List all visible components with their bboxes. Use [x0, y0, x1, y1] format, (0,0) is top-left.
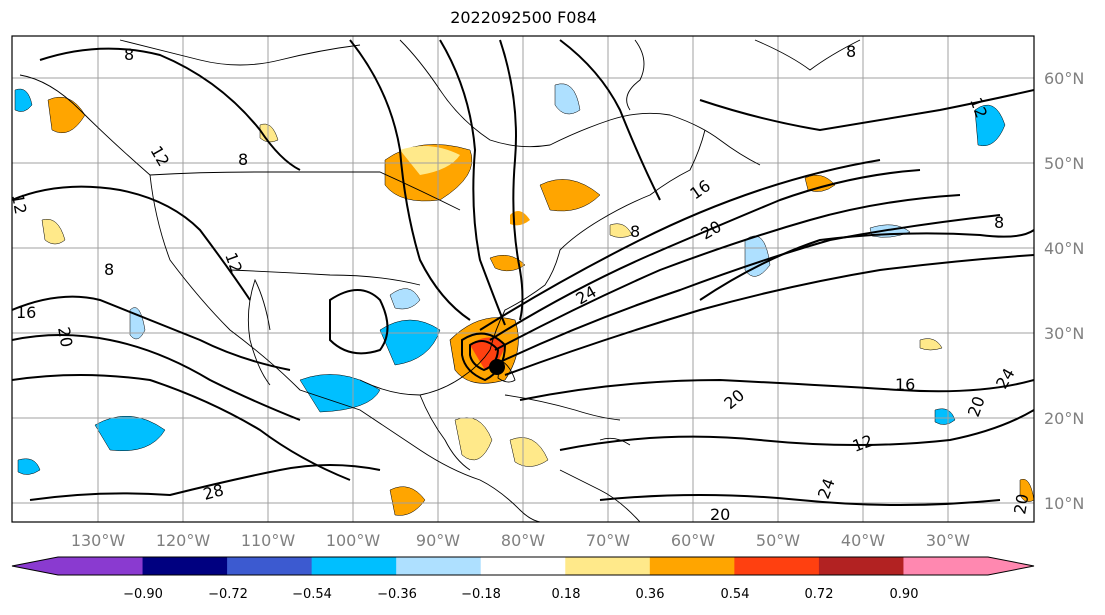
contour-label: 20	[54, 325, 76, 348]
lon-label: 70°W	[586, 531, 630, 550]
colorbar: −0.90 −0.72 −0.54 −0.36 −0.18 0.18 0.36 …	[11, 556, 1035, 602]
contour-label: 20	[964, 394, 989, 420]
contour-label: 16	[16, 303, 36, 322]
colorbar-tick: 0.90	[890, 587, 919, 602]
colorbar-cell	[903, 557, 989, 575]
colorbar-cell	[649, 557, 735, 575]
lon-label: 110°W	[241, 531, 296, 550]
contour-label: 28	[201, 480, 226, 504]
contour-label: 24	[573, 282, 600, 309]
lon-label: 120°W	[156, 531, 211, 550]
contour-label: 16	[686, 176, 714, 203]
contour-label: 20	[710, 505, 730, 524]
contour-label: 12	[8, 192, 30, 215]
latitude-labels: 60°N 50°N 40°N 30°N 20°N 10°N	[1044, 69, 1084, 513]
colorbar-tick: −0.90	[123, 587, 163, 602]
colorbar-tick: −0.72	[208, 587, 248, 602]
lat-label: 60°N	[1044, 69, 1084, 88]
contour-label: 24	[814, 476, 839, 502]
contour-label: 8	[630, 222, 640, 241]
lon-label: 60°W	[671, 531, 715, 550]
contour-label: 8	[124, 45, 134, 64]
colorbar-cell	[142, 557, 228, 575]
contour-label: 8	[846, 42, 856, 61]
colorbar-tick: −0.54	[292, 587, 332, 602]
colorbar-tick: 0.36	[636, 587, 665, 602]
colorbar-tick: 0.18	[552, 587, 581, 602]
contour-label: 20	[698, 217, 725, 244]
storm-center-marker	[489, 359, 505, 375]
lon-label: 50°W	[756, 531, 800, 550]
lon-label: 80°W	[501, 531, 545, 550]
lat-label: 30°N	[1044, 324, 1084, 343]
contour-label: 20	[1010, 492, 1032, 515]
coastlines	[19, 39, 861, 522]
lon-label: 100°W	[326, 531, 381, 550]
colorbar-cell	[818, 557, 904, 575]
contour-label: 12	[147, 143, 174, 170]
colorbar-cell	[311, 557, 397, 575]
lat-label: 10°N	[1044, 494, 1084, 513]
contour-label: 16	[895, 375, 915, 394]
colorbar-tick: 0.54	[721, 587, 750, 602]
colorbar-tick: −0.18	[461, 587, 501, 602]
lat-label: 50°N	[1044, 154, 1084, 173]
colorbar-tick: 0.72	[805, 587, 834, 602]
colorbar-cell	[396, 557, 482, 575]
colorbar-extend-high	[988, 557, 1034, 575]
colorbar-cell	[565, 557, 651, 575]
colorbar-cell	[480, 557, 566, 575]
colorbar-cell	[58, 557, 144, 575]
lon-label: 90°W	[416, 531, 460, 550]
contour-label: 12	[850, 431, 876, 456]
lat-label: 40°N	[1044, 239, 1084, 258]
map-title: 2022092500 F084	[450, 8, 597, 27]
contour-label: 20	[720, 385, 748, 413]
contours	[12, 39, 1034, 506]
colorbar-cell	[734, 557, 820, 575]
lon-label: 130°W	[71, 531, 126, 550]
contour-label: 8	[238, 150, 248, 169]
contour-label: 8	[994, 213, 1004, 232]
contour-label: 8	[104, 260, 114, 279]
map-frame	[11, 35, 1035, 523]
colorbar-tick: −0.36	[377, 587, 417, 602]
contour-label: 12	[221, 250, 246, 276]
lon-label: 30°W	[926, 531, 970, 550]
lon-label: 40°W	[841, 531, 885, 550]
colorbar-cell	[227, 557, 313, 575]
longitude-labels: 130°W 120°W 110°W 100°W 90°W 80°W 70°W 6…	[71, 531, 970, 550]
colorbar-extend-low	[12, 557, 58, 575]
gridlines	[12, 36, 1034, 522]
lat-label: 20°N	[1044, 409, 1084, 428]
